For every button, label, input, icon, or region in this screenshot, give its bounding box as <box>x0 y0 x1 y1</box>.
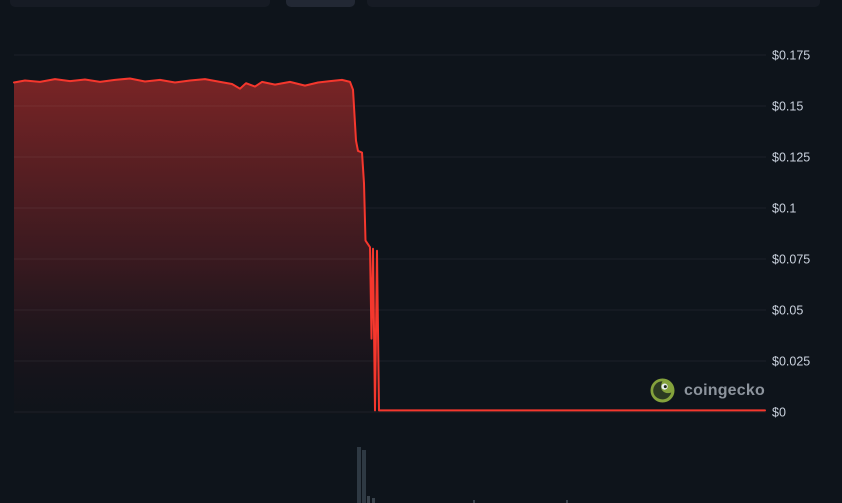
y-axis-label: $0.15 <box>772 100 803 114</box>
y-axis-label: $0.125 <box>772 151 810 165</box>
volume-bar <box>473 500 475 503</box>
y-axis-label: $0.175 <box>772 49 810 63</box>
y-axis-label: $0.075 <box>772 253 810 267</box>
volume-bar <box>367 496 370 503</box>
price-area-fill <box>14 78 765 414</box>
toolbar-segment[interactable] <box>367 0 820 7</box>
volume-bar <box>372 498 375 503</box>
coingecko-watermark: coingecko <box>650 377 765 404</box>
volume-bar <box>362 450 366 503</box>
toolbar-segment[interactable] <box>10 0 270 7</box>
toolbar-segment-selected[interactable] <box>286 0 355 7</box>
volume-bar <box>566 500 568 503</box>
y-axis-label: $0.05 <box>772 304 803 318</box>
y-axis-label: $0 <box>772 406 786 420</box>
watermark-label: coingecko <box>684 381 765 399</box>
y-axis-label: $0.025 <box>772 355 810 369</box>
price-line <box>13 77 766 412</box>
coingecko-icon <box>650 378 675 403</box>
volume-bar <box>357 447 361 503</box>
y-axis-label: $0.1 <box>772 202 796 216</box>
